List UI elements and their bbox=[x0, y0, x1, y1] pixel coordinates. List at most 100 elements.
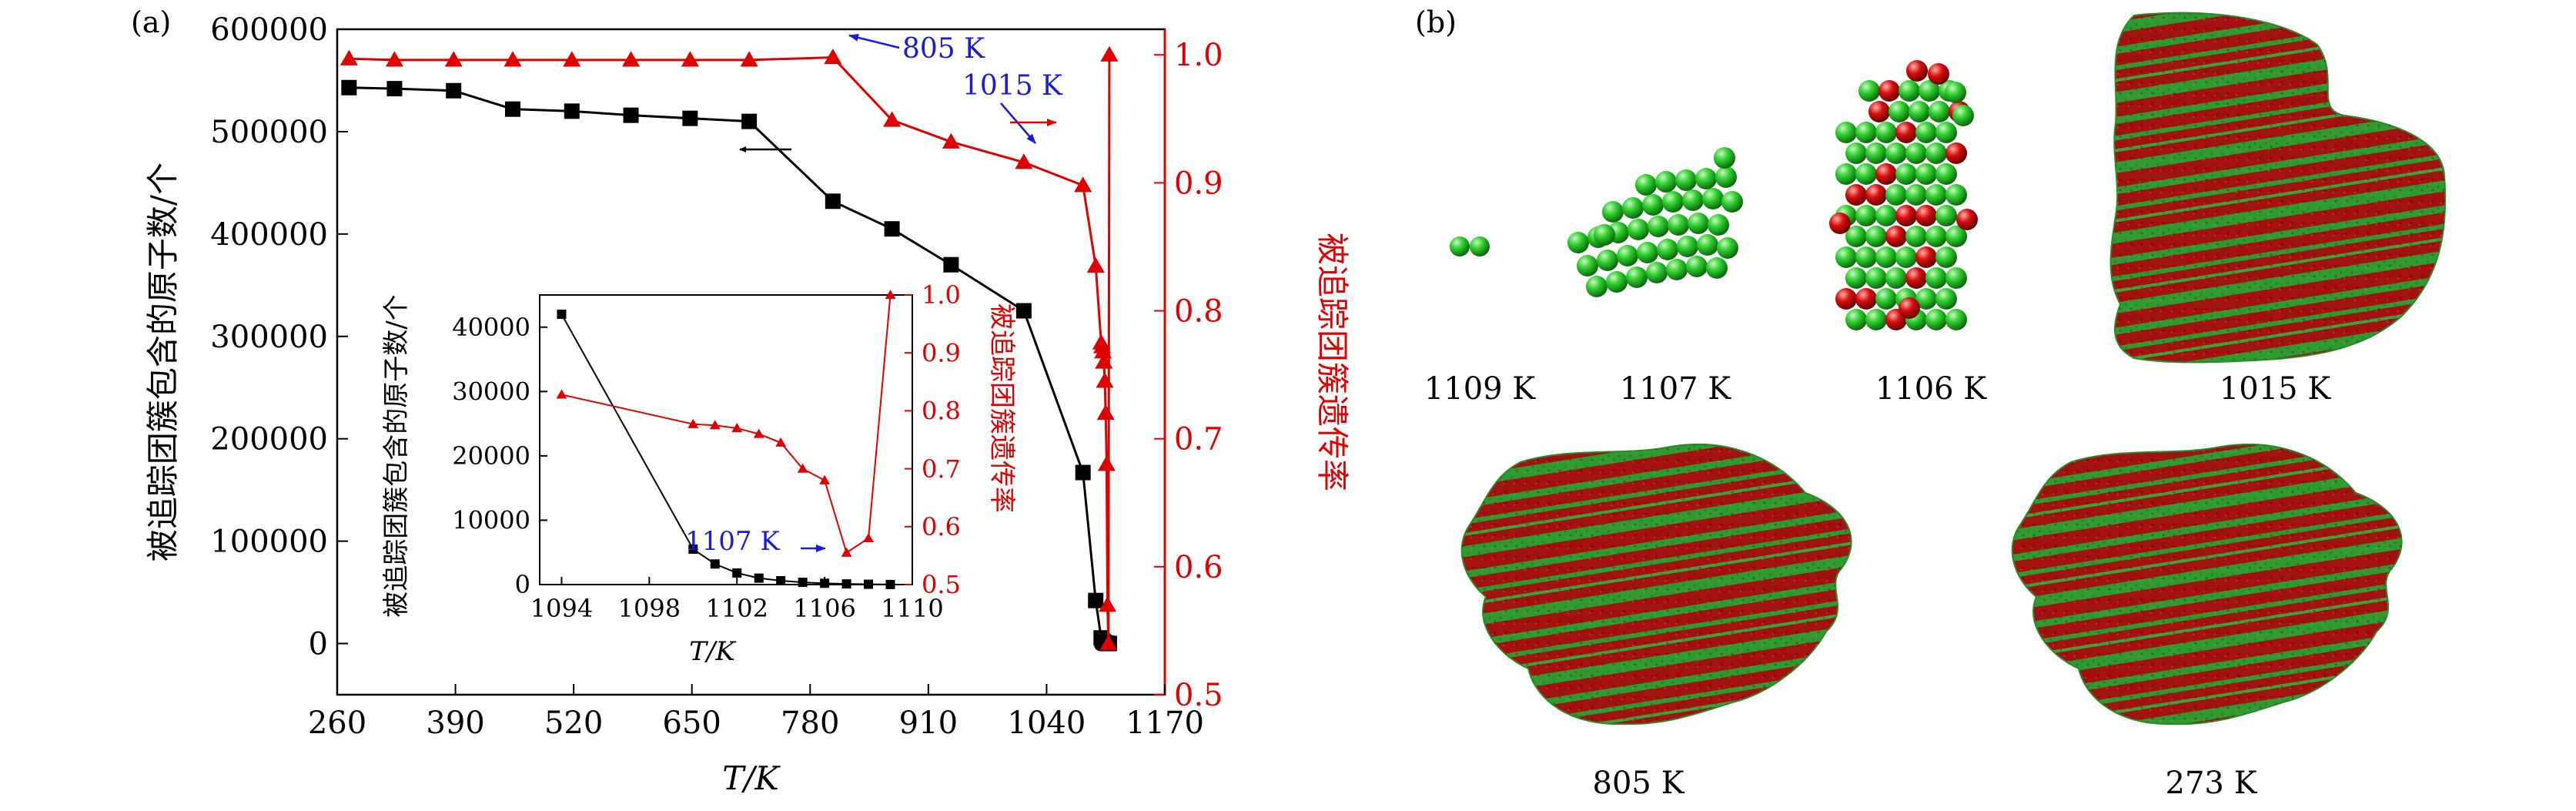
green-atom bbox=[1885, 184, 1907, 206]
red-atom bbox=[1885, 226, 1907, 247]
atom-count-marker bbox=[798, 578, 808, 588]
red-atom bbox=[1875, 163, 1897, 185]
green-atom bbox=[1895, 246, 1917, 268]
y-left-tick-label: 300000 bbox=[210, 320, 328, 355]
atom-count-marker bbox=[841, 579, 851, 589]
red-atom bbox=[1905, 267, 1927, 289]
red-atom bbox=[1895, 122, 1917, 143]
red-atom bbox=[1895, 205, 1917, 226]
annotation-1015: 1015 K bbox=[962, 70, 1063, 102]
green-atom bbox=[1865, 309, 1887, 330]
green-atom bbox=[1945, 184, 1967, 206]
inheritance-marker bbox=[819, 474, 831, 484]
inheritance-marker bbox=[885, 290, 896, 300]
green-atom bbox=[1721, 191, 1743, 213]
green-atom bbox=[1708, 214, 1729, 236]
inheritance-marker bbox=[841, 547, 852, 557]
atom-count-marker bbox=[446, 82, 462, 99]
panel-a-label: (a) bbox=[131, 5, 171, 39]
atom-count-marker bbox=[885, 579, 895, 589]
atom-count-marker bbox=[341, 79, 357, 96]
y-right-tick-label: 0.5 bbox=[922, 570, 961, 599]
red-atom bbox=[1855, 288, 1877, 310]
atom-count-marker bbox=[884, 221, 900, 237]
green-atom bbox=[1925, 184, 1947, 206]
inheritance-marker bbox=[1099, 596, 1117, 612]
snapshot-273-texture bbox=[2012, 444, 2402, 725]
y-left-tick-label: 40000 bbox=[452, 313, 530, 342]
main-x-label: T/K bbox=[722, 759, 781, 797]
green-atom bbox=[1594, 224, 1615, 246]
green-atom bbox=[1915, 163, 1937, 185]
green-atom bbox=[1875, 122, 1897, 143]
red-atom bbox=[1845, 184, 1867, 206]
atom-count-marker bbox=[682, 110, 698, 126]
green-atom bbox=[1577, 255, 1598, 276]
panel-b-snapshots: 1109 K 1107 K 1106 K 1015 K 805 K 273 K bbox=[1424, 12, 2447, 801]
green-atom bbox=[1675, 169, 1697, 191]
green-atom bbox=[1845, 309, 1867, 330]
red-atom bbox=[1906, 60, 1928, 82]
green-atom bbox=[1925, 267, 1947, 289]
green-atom bbox=[1835, 246, 1857, 268]
green-atom bbox=[1925, 226, 1947, 247]
green-atom bbox=[1606, 271, 1628, 293]
green-atom bbox=[1717, 237, 1738, 259]
green-atom bbox=[1925, 309, 1947, 330]
annotation-805: 805 K bbox=[902, 33, 985, 65]
x-tick-label: 1040 bbox=[1008, 705, 1086, 741]
green-atom bbox=[1919, 80, 1940, 102]
y-left-tick-label: 600000 bbox=[210, 12, 328, 48]
inheritance-marker bbox=[740, 51, 758, 67]
inheritance-marker bbox=[622, 51, 641, 67]
green-atom bbox=[1677, 236, 1698, 257]
green-atom bbox=[1945, 267, 1967, 289]
green-atom bbox=[1875, 205, 1897, 226]
snapshot-1106 bbox=[1829, 60, 1978, 330]
green-atom bbox=[1637, 242, 1658, 263]
inset-chart: 0 10000 20000 30000 40000 0.5 0.6 0.7 0.8 0.9 1.0… bbox=[381, 280, 1017, 667]
green-atom bbox=[1648, 216, 1669, 237]
green-atom bbox=[1865, 226, 1887, 247]
snapshot-805-label: 805 K bbox=[1593, 766, 1685, 801]
snapshot-1109 bbox=[1450, 236, 1490, 256]
y-left-tick-label: 400000 bbox=[210, 217, 328, 253]
green-atom bbox=[1895, 163, 1917, 185]
red-atom bbox=[1829, 213, 1851, 234]
y-left-tick-label: 30000 bbox=[452, 377, 530, 407]
y-right-tick-label: 0.6 bbox=[922, 512, 961, 541]
green-atom bbox=[1642, 194, 1664, 216]
green-atom bbox=[1945, 309, 1967, 330]
x-tick-label: 1106 bbox=[793, 594, 855, 623]
inheritance-marker bbox=[1097, 455, 1116, 471]
y-left-tick-label: 200000 bbox=[210, 422, 328, 457]
x-tick-label: 1170 bbox=[1126, 705, 1204, 741]
atom-count-marker bbox=[564, 103, 580, 119]
inheritance-marker bbox=[775, 437, 787, 447]
green-atom bbox=[1666, 259, 1688, 280]
atom-count-marker bbox=[504, 101, 520, 117]
x-tick-label: 520 bbox=[544, 705, 603, 741]
y-right-tick-label: 0.9 bbox=[922, 338, 961, 367]
y-right-tick-label: 0.8 bbox=[922, 397, 961, 426]
snapshot-1106-label: 1106 K bbox=[1875, 371, 1988, 407]
green-atom bbox=[1706, 257, 1728, 279]
green-atom bbox=[1909, 101, 1930, 122]
annotation-1107: 1107 K bbox=[685, 526, 780, 557]
green-atom bbox=[1885, 267, 1907, 289]
green-atom bbox=[1945, 226, 1967, 247]
green-atom bbox=[1889, 101, 1910, 122]
green-atom bbox=[1655, 171, 1677, 193]
x-tick-label: 260 bbox=[308, 705, 366, 741]
y-right-tick-label: 1.0 bbox=[922, 280, 961, 310]
atom-count-marker bbox=[741, 113, 758, 129]
inset-y-left-label: 被追踪团簇包含的原子数/个 bbox=[381, 294, 412, 617]
inheritance-marker bbox=[687, 418, 699, 428]
green-atom bbox=[1715, 166, 1737, 188]
snapshot-1015-label: 1015 K bbox=[2220, 371, 2332, 407]
green-atom bbox=[1855, 122, 1877, 143]
red-atom bbox=[1835, 288, 1857, 310]
green-atom bbox=[1935, 205, 1957, 226]
red-atom bbox=[1915, 246, 1937, 268]
